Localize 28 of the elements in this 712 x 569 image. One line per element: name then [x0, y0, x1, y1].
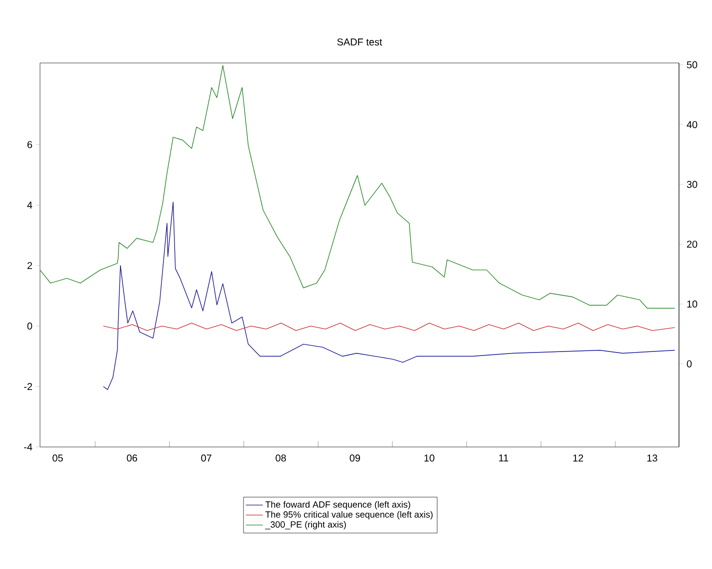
legend-label: The foward ADF sequence (left axis): [265, 501, 410, 510]
x-tick-label: 06: [126, 454, 138, 462]
x-tick-label: 12: [573, 454, 584, 462]
line-series: [40, 65, 676, 309]
y2-tick-label: 20: [687, 240, 698, 248]
y-tick-label: 6: [27, 141, 32, 148]
x-tick-label: 08: [276, 454, 286, 462]
y-tick-label: 2: [27, 262, 32, 270]
y2-tick-label: 40: [686, 121, 698, 128]
y-tick-label: -2: [24, 383, 32, 390]
y2-tick-label: 0: [686, 360, 692, 368]
legend-label: _300_PE (right axis): [265, 521, 346, 530]
x-tick-label: 10: [424, 454, 434, 462]
legend-label: The 95% critical value sequence (left axis): [265, 511, 433, 520]
y2-tick-label: 10: [687, 300, 698, 308]
line-series: [102, 322, 676, 331]
y2-tick-label: 50: [686, 61, 698, 68]
x-tick-label: 07: [201, 454, 212, 462]
y-tick-label: 4: [27, 202, 32, 209]
chart-title: SADF test: [337, 38, 382, 46]
x-tick-label: 09: [350, 454, 360, 462]
x-tick-label: 05: [52, 454, 63, 462]
y2-tick-label: 30: [686, 180, 698, 188]
x-tick-label: 13: [647, 454, 658, 462]
x-tick-label: 11: [499, 454, 508, 462]
y-tick-label: 0: [27, 322, 32, 330]
y-tick-label: -4: [24, 444, 32, 450]
line-series: [102, 202, 676, 390]
